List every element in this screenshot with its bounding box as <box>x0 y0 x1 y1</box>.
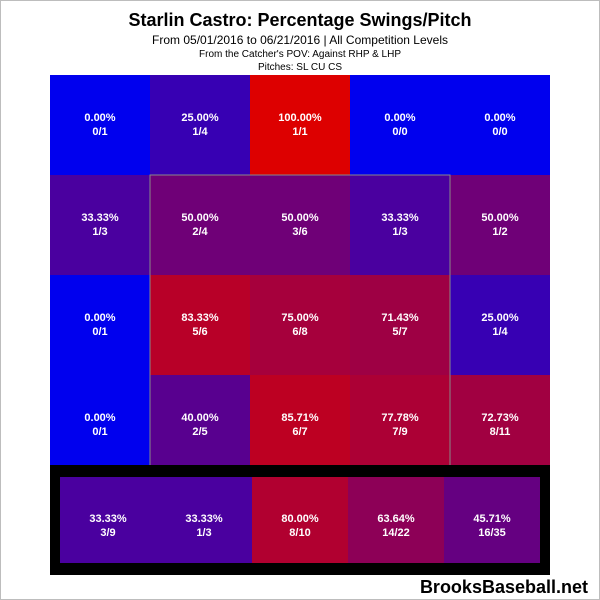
bottom-row-cell <box>252 477 348 563</box>
heatmap-cell <box>150 175 250 275</box>
cell-percent-label: 40.00% <box>181 412 219 424</box>
cell-percent-label: 0.00% <box>84 312 115 324</box>
cell-count-label: 0/1 <box>92 326 107 338</box>
cell-percent-label: 50.00% <box>481 212 519 224</box>
cell-count-label: 0/0 <box>392 126 407 138</box>
cell-count-label: 7/9 <box>392 426 407 438</box>
cell-percent-label: 72.73% <box>481 412 519 424</box>
heatmap-cell <box>250 375 350 475</box>
cell-count-label: 16/35 <box>478 527 506 539</box>
cell-percent-label: 50.00% <box>181 212 219 224</box>
cell-count-label: 1/3 <box>392 226 407 238</box>
cell-percent-label: 0.00% <box>84 412 115 424</box>
heatmap-cell <box>450 375 550 475</box>
cell-count-label: 8/11 <box>490 426 511 438</box>
heatmap-cell <box>50 275 150 375</box>
bottom-row-cell <box>348 477 444 563</box>
cell-count-label: 14/22 <box>382 527 410 539</box>
cell-count-label: 1/4 <box>492 326 508 338</box>
bottom-row-cell <box>156 477 252 563</box>
cell-count-label: 3/6 <box>292 226 307 238</box>
bottom-row-cell <box>444 477 540 563</box>
cell-percent-label: 33.33% <box>89 513 127 525</box>
cell-count-label: 1/2 <box>492 226 507 238</box>
cell-percent-label: 83.33% <box>181 312 219 324</box>
bottom-row-cell <box>60 477 156 563</box>
cell-count-label: 5/7 <box>392 326 407 338</box>
cell-count-label: 1/4 <box>192 126 208 138</box>
heatmap-cell <box>50 175 150 275</box>
heatmap-cell <box>250 275 350 375</box>
cell-percent-label: 45.71% <box>473 513 511 525</box>
cell-count-label: 5/6 <box>192 326 207 338</box>
cell-percent-label: 33.33% <box>381 212 419 224</box>
cell-percent-label: 75.00% <box>281 312 319 324</box>
cell-percent-label: 63.64% <box>377 513 415 525</box>
heatmap-cell <box>350 75 450 175</box>
cell-count-label: 6/7 <box>292 426 307 438</box>
cell-count-label: 1/3 <box>196 527 211 539</box>
heatmap-cell <box>250 175 350 275</box>
heatmap-cell <box>150 75 250 175</box>
watermark: BrooksBaseball.net <box>419 577 588 597</box>
cell-percent-label: 33.33% <box>81 212 119 224</box>
cell-count-label: 0/1 <box>92 426 107 438</box>
cell-percent-label: 77.78% <box>381 412 419 424</box>
cell-count-label: 0/1 <box>92 126 107 138</box>
heatmap-cell <box>450 175 550 275</box>
cell-count-label: 0/0 <box>492 126 507 138</box>
heatmap-cell <box>50 75 150 175</box>
cell-percent-label: 0.00% <box>384 112 415 124</box>
cell-count-label: 8/10 <box>289 527 310 539</box>
cell-count-label: 1/3 <box>92 226 107 238</box>
cell-percent-label: 85.71% <box>281 412 319 424</box>
cell-percent-label: 50.00% <box>281 212 319 224</box>
cell-percent-label: 80.00% <box>281 513 319 525</box>
cell-count-label: 1/1 <box>292 126 307 138</box>
heatmap-cell <box>50 375 150 475</box>
cell-percent-label: 33.33% <box>185 513 223 525</box>
heatmap-cell <box>250 75 350 175</box>
cell-percent-label: 25.00% <box>181 112 219 124</box>
heatmap-cell <box>450 75 550 175</box>
chart-title: Starlin Castro: Percentage Swings/Pitch <box>128 10 472 30</box>
cell-count-label: 2/5 <box>192 426 207 438</box>
pov-line: From the Catcher's POV: Against RHP & LH… <box>199 49 401 60</box>
heatmap-cell <box>350 175 450 275</box>
chart-subtitle: From 05/01/2016 to 06/21/2016 | All Comp… <box>152 33 448 47</box>
cell-percent-label: 71.43% <box>381 312 419 324</box>
heatmap-cell <box>350 275 450 375</box>
heatmap-cell <box>150 375 250 475</box>
heatmap-cell <box>150 275 250 375</box>
heatmap-cell <box>450 275 550 375</box>
cell-percent-label: 0.00% <box>84 112 115 124</box>
pitches-line: Pitches: SL CU CS <box>257 62 343 73</box>
cell-percent-label: 100.00% <box>278 112 322 124</box>
cell-percent-label: 25.00% <box>481 312 519 324</box>
cell-percent-label: 0.00% <box>484 112 515 124</box>
cell-count-label: 2/4 <box>192 226 208 238</box>
cell-count-label: 3/9 <box>100 527 115 539</box>
cell-count-label: 6/8 <box>292 326 307 338</box>
heatmap-cell <box>350 375 450 475</box>
